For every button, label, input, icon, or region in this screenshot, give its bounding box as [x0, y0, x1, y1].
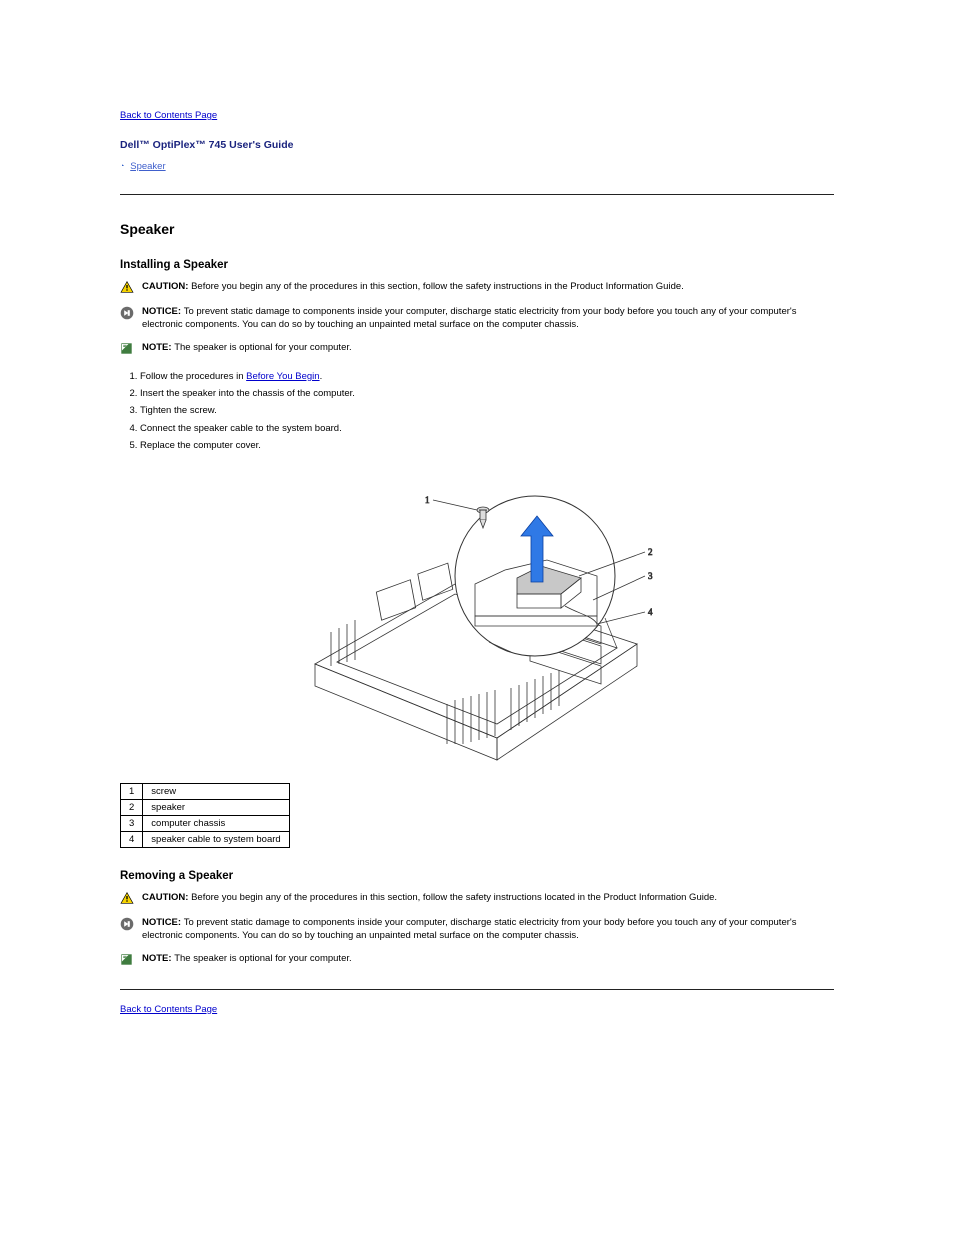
section-heading-speaker: Speaker	[120, 221, 834, 237]
callout-4: 4	[648, 607, 653, 617]
callout-table: 1screw 2speaker 3computer chassis 4speak…	[120, 783, 290, 848]
step-2: Insert the speaker into the chassis of t…	[140, 387, 834, 400]
caution-icon	[120, 892, 134, 904]
caution-block-2: CAUTION: Before you begin any of the pro…	[120, 892, 834, 907]
notice-text: To prevent static damage to components i…	[142, 306, 796, 330]
back-to-contents-top[interactable]: Back to Contents Page	[120, 110, 217, 121]
caution-text: Before you begin any of the procedures i…	[191, 281, 684, 292]
callout-3: 3	[648, 571, 653, 581]
step-1: Follow the procedures in Before You Begi…	[140, 370, 834, 383]
caution-label: CAUTION:	[142, 281, 191, 292]
toc-row: ◔ Speaker	[120, 161, 834, 172]
caution-block-1: CAUTION: Before you begin any of the pro…	[120, 281, 834, 296]
subheading-remove: Removing a Speaker	[120, 870, 834, 882]
link-before-1[interactable]: Before You Begin	[246, 371, 319, 382]
note-text-2: The speaker is optional for your compute…	[174, 953, 351, 964]
divider-bottom	[120, 989, 834, 990]
notice-text-2: To prevent static damage to components i…	[142, 917, 796, 941]
note-label-2: NOTE:	[142, 953, 174, 964]
callout-2: 2	[648, 547, 653, 557]
note-icon	[120, 342, 133, 355]
step-5: Replace the computer cover.	[140, 439, 834, 452]
note-icon	[120, 953, 133, 966]
step-1-text-a: Follow the procedures in	[140, 371, 246, 382]
notice-label-2: NOTICE:	[142, 917, 184, 928]
t-r1-t: screw	[143, 784, 289, 800]
step-4: Connect the speaker cable to the system …	[140, 422, 834, 435]
t-r4-n: 4	[121, 832, 143, 848]
note-block-2: NOTE: The speaker is optional for your c…	[120, 953, 834, 969]
note-text: The speaker is optional for your compute…	[174, 342, 351, 353]
notice-icon	[120, 917, 134, 931]
notice-block-2: NOTICE: To prevent static damage to comp…	[120, 917, 834, 943]
note-block-1: NOTE: The speaker is optional for your c…	[120, 342, 834, 358]
caution-label-2: CAUTION:	[142, 892, 191, 903]
install-steps: Follow the procedures in Before You Begi…	[140, 370, 834, 452]
t-r3-n: 3	[121, 816, 143, 832]
notice-label: NOTICE:	[142, 306, 184, 317]
note-label: NOTE:	[142, 342, 174, 353]
subheading-install: Installing a Speaker	[120, 259, 834, 271]
caution-icon	[120, 281, 134, 293]
callout-1: 1	[425, 495, 430, 505]
toc-link-speaker[interactable]: Speaker	[130, 161, 165, 172]
t-r4-t: speaker cable to system board	[143, 832, 289, 848]
back-to-contents-bottom[interactable]: Back to Contents Page	[120, 1004, 217, 1015]
caution-text-2: Before you begin any of the procedures i…	[191, 892, 717, 903]
t-r2-n: 2	[121, 800, 143, 816]
step-3: Tighten the screw.	[140, 404, 834, 417]
notice-icon	[120, 306, 134, 320]
divider-top	[120, 194, 834, 195]
figure-speaker: 1 2 3 4	[120, 466, 834, 769]
t-r1-n: 1	[121, 784, 143, 800]
bullet-icon: ◔	[120, 163, 124, 170]
t-r2-t: speaker	[143, 800, 289, 816]
doc-title: Dell™ OptiPlex™ 745 User's Guide	[120, 139, 834, 151]
t-r3-t: computer chassis	[143, 816, 289, 832]
step-1-text-b: .	[320, 371, 323, 382]
notice-block-1: NOTICE: To prevent static damage to comp…	[120, 306, 834, 332]
